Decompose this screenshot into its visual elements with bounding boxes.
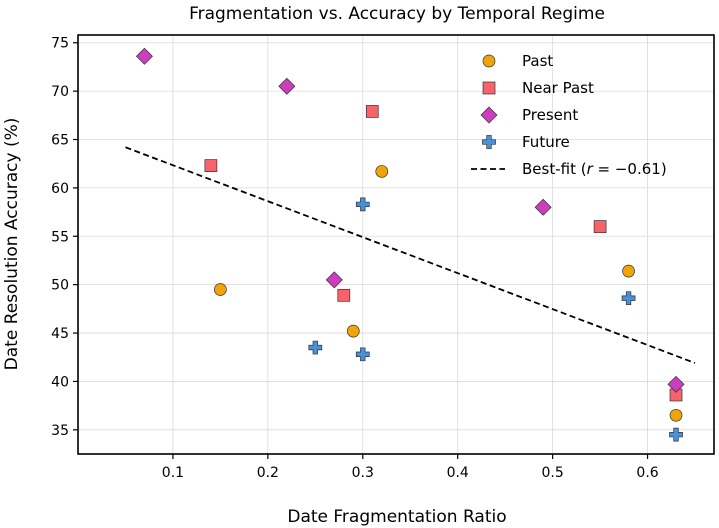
chart-title: Fragmentation vs. Accuracy by Temporal R… <box>189 4 605 24</box>
y-tick-label: 50 <box>51 278 69 294</box>
point-future <box>355 197 370 212</box>
legend-label: Near Past <box>522 79 594 97</box>
legend-marker-present <box>480 106 498 124</box>
point-future <box>308 340 323 355</box>
y-tick-label: 40 <box>51 374 69 390</box>
point-future <box>621 291 636 306</box>
point-near-past <box>593 220 607 233</box>
y-axis-label: Date Resolution Accuracy (%) <box>2 118 22 371</box>
legend-marker-near-past <box>482 81 496 95</box>
legend-marker-past <box>482 54 496 68</box>
x-axis-label: Date Fragmentation Ratio <box>287 507 506 527</box>
point-past <box>622 264 635 278</box>
point-present <box>135 47 153 65</box>
point-near-past <box>337 288 351 302</box>
legend: Past Near Past Present Future Best-fit (r = … <box>471 52 667 178</box>
y-tick-label: 35 <box>51 423 69 439</box>
y-tick-label: 65 <box>51 133 69 149</box>
legend-label: Past <box>522 52 553 70</box>
point-past <box>214 283 227 296</box>
axis-ticks: 0.1 0.2 0.3 0.4 0.5 0.6 35 40 45 50 55 60 65 70 75 <box>51 36 659 481</box>
point-present <box>667 375 685 393</box>
y-tick-label: 45 <box>51 326 69 342</box>
point-near-past <box>365 105 379 118</box>
point-near-past <box>204 159 218 172</box>
best-fit-line <box>125 146 696 364</box>
point-past <box>669 408 683 422</box>
x-tick-label: 0.4 <box>447 465 469 481</box>
grid <box>78 35 714 454</box>
legend-label-best-fit: Best-fit (r = −0.61) <box>522 160 667 178</box>
y-tick-label: 60 <box>51 181 69 197</box>
y-tick-label: 75 <box>51 36 69 52</box>
point-present <box>325 271 343 289</box>
legend-label: Future <box>522 133 570 151</box>
point-future <box>355 347 370 362</box>
legend-label: Present <box>522 106 578 124</box>
best-fit-label-value: = −0.61) <box>593 160 667 178</box>
point-past <box>346 324 360 338</box>
best-fit-label-var: r <box>587 160 594 178</box>
y-tick-label: 55 <box>51 229 69 245</box>
point-present <box>534 198 552 216</box>
x-tick-label: 0.2 <box>257 465 279 481</box>
legend-marker-future <box>482 135 496 149</box>
best-fit-label-prefix: Best-fit ( <box>522 160 587 178</box>
x-tick-label: 0.5 <box>541 465 563 481</box>
x-tick-label: 0.1 <box>162 465 184 481</box>
x-tick-label: 0.6 <box>636 465 658 481</box>
x-tick-label: 0.3 <box>352 465 374 481</box>
best-fit-line-layer <box>125 146 696 364</box>
y-tick-label: 70 <box>51 84 69 100</box>
plot-frame <box>77 34 715 455</box>
point-future <box>669 427 683 442</box>
point-past <box>375 165 389 178</box>
data-points <box>135 47 685 442</box>
point-present <box>278 77 296 95</box>
